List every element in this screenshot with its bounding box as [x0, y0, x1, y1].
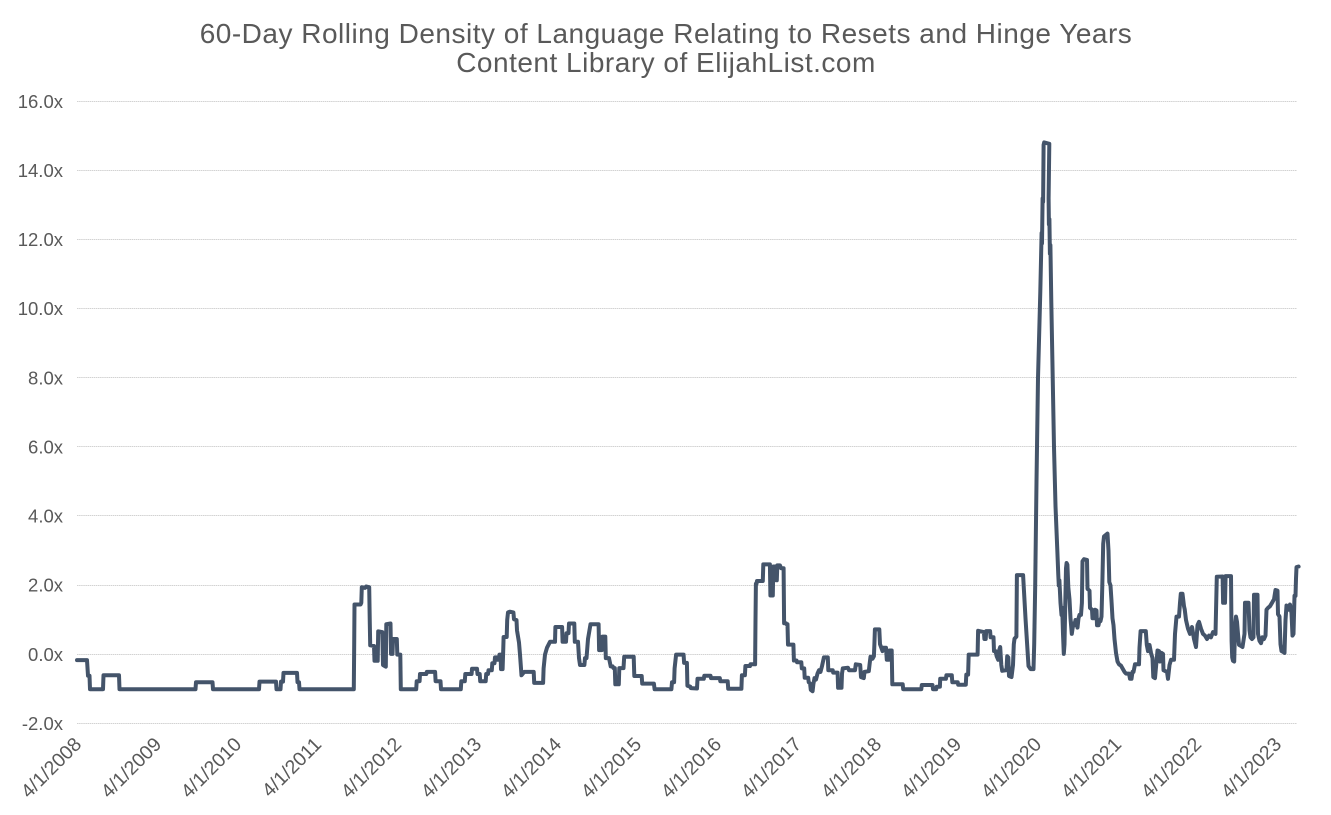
svg-text:8.0x: 8.0x [28, 367, 64, 388]
svg-text:6.0x: 6.0x [28, 436, 64, 457]
svg-text:60-Day Rolling Density of Lang: 60-Day Rolling Density of Language Relat… [200, 18, 1133, 49]
svg-text:0.0x: 0.0x [28, 644, 64, 665]
svg-text:Content Library of ElijahList.: Content Library of ElijahList.com [456, 47, 876, 78]
svg-text:16.0x: 16.0x [18, 91, 64, 112]
svg-text:2.0x: 2.0x [28, 575, 64, 596]
svg-text:-2.0x: -2.0x [22, 713, 64, 734]
svg-text:12.0x: 12.0x [18, 229, 64, 250]
svg-text:14.0x: 14.0x [18, 160, 64, 181]
svg-text:4.0x: 4.0x [28, 506, 64, 527]
svg-text:10.0x: 10.0x [18, 298, 64, 319]
